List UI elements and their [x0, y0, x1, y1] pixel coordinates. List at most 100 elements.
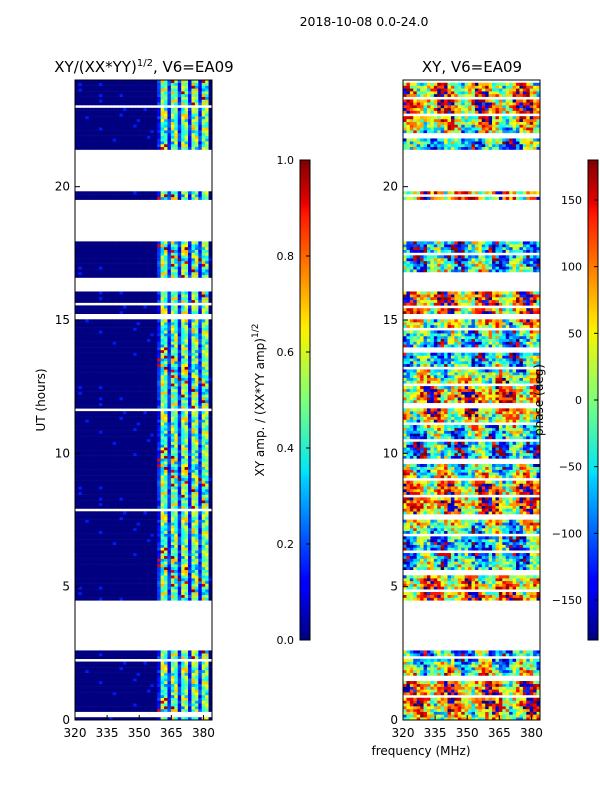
heatmap-cell — [85, 447, 90, 451]
heatmap-cell — [153, 522, 158, 526]
heatmap-cell — [143, 299, 148, 303]
heatmap-cell — [143, 380, 148, 384]
heatmap-cell — [150, 383, 155, 387]
heatmap-cell — [140, 555, 144, 559]
heatmap-cell — [85, 522, 90, 526]
heatmap-cell — [105, 380, 110, 384]
heatmap-cell — [126, 514, 131, 518]
heatmap-cell — [194, 502, 199, 506]
heatmap-cell — [198, 566, 203, 570]
heatmap-cell — [81, 416, 86, 420]
heatmap-cell — [167, 369, 172, 373]
heatmap-cell — [122, 455, 127, 459]
heatmap-cell — [143, 327, 148, 331]
heatmap-cell — [164, 511, 168, 515]
heatmap-cell — [150, 352, 155, 356]
heatmap-cell — [109, 678, 114, 682]
heatmap-cell — [208, 594, 213, 598]
heatmap-cell — [92, 656, 96, 660]
heatmap-cell — [75, 706, 79, 710]
heatmap-cell — [181, 706, 185, 710]
heatmap-cell — [184, 388, 189, 392]
heatmap-cell — [75, 664, 79, 668]
heatmap-cell — [191, 694, 196, 698]
heatmap-cell — [133, 558, 137, 562]
heatmap-cell — [174, 681, 179, 685]
heatmap-cell — [98, 369, 103, 373]
heatmap-cell — [205, 400, 209, 404]
heatmap-cell — [116, 425, 120, 429]
heatmap-cell — [85, 438, 90, 442]
heatmap-cell — [116, 344, 120, 348]
heatmap-cell — [122, 369, 127, 373]
heatmap-cell — [194, 372, 199, 376]
heatmap-cell — [119, 539, 124, 543]
heatmap-cell — [133, 355, 137, 359]
heatmap-cell — [198, 516, 203, 520]
heatmap-cell — [105, 586, 110, 590]
heatmap-cell — [126, 438, 131, 442]
heatmap-cell — [153, 708, 158, 712]
heatmap-cell — [157, 583, 161, 587]
heatmap-cell — [150, 372, 155, 376]
heatmap-cell — [170, 597, 175, 601]
heatmap-cell — [112, 578, 117, 582]
heatmap-cell — [78, 530, 83, 534]
heatmap-cell — [126, 369, 131, 373]
heatmap-cell — [102, 319, 107, 323]
heatmap-cell — [188, 530, 192, 534]
heatmap-cell — [92, 363, 96, 367]
heatmap-cell — [136, 686, 141, 690]
heatmap-cell — [119, 355, 124, 359]
heatmap-cell — [126, 572, 131, 576]
heatmap-cell — [174, 536, 179, 540]
heatmap-cell — [129, 539, 134, 543]
heatmap-cell — [105, 519, 110, 523]
heatmap-cell — [208, 708, 213, 712]
heatmap-cell — [150, 689, 155, 693]
heatmap-cell — [122, 358, 127, 362]
heatmap-cell — [81, 686, 86, 690]
heatmap-cell — [201, 566, 206, 570]
heatmap-cell — [85, 341, 90, 345]
heatmap-cell — [143, 594, 148, 598]
heatmap-cell — [92, 706, 96, 710]
heatmap-cell — [116, 700, 120, 704]
heatmap-cell — [102, 589, 107, 593]
heatmap-cell — [85, 450, 90, 454]
heatmap-cell — [205, 675, 209, 679]
heatmap-cell — [157, 661, 161, 665]
heatmap-cell — [105, 336, 110, 340]
heatmap-cell — [146, 433, 151, 437]
heatmap-cell — [98, 405, 103, 409]
heatmap-cell — [174, 374, 179, 378]
heatmap-cell — [188, 505, 192, 509]
heatmap-cell — [95, 419, 100, 423]
heatmap-cell — [153, 336, 158, 340]
heatmap-cell — [160, 700, 165, 704]
heatmap-cell — [122, 544, 127, 548]
heatmap-cell — [126, 703, 131, 707]
heatmap-cell — [167, 430, 172, 434]
heatmap-cell — [95, 511, 100, 515]
heatmap-cell — [167, 361, 172, 365]
heatmap-cell — [181, 594, 185, 598]
heatmap-cell — [184, 589, 189, 593]
heatmap-cell — [170, 405, 175, 409]
heatmap-cell — [136, 466, 141, 470]
heatmap-cell — [105, 319, 110, 323]
heatmap-cell — [194, 374, 199, 378]
heatmap-cell — [188, 425, 192, 429]
heatmap-cell — [129, 689, 134, 693]
heatmap-cell — [75, 597, 79, 601]
heatmap-cell — [88, 653, 93, 657]
heatmap-cell — [78, 391, 83, 395]
heatmap-cell — [92, 436, 96, 440]
heatmap-cell — [146, 450, 151, 454]
heatmap-cell — [129, 394, 134, 398]
heatmap-cell — [191, 505, 196, 509]
heatmap-cell — [177, 569, 182, 573]
heatmap-cell — [95, 436, 100, 440]
heatmap-cell — [205, 494, 209, 498]
heatmap-cell — [177, 502, 182, 506]
